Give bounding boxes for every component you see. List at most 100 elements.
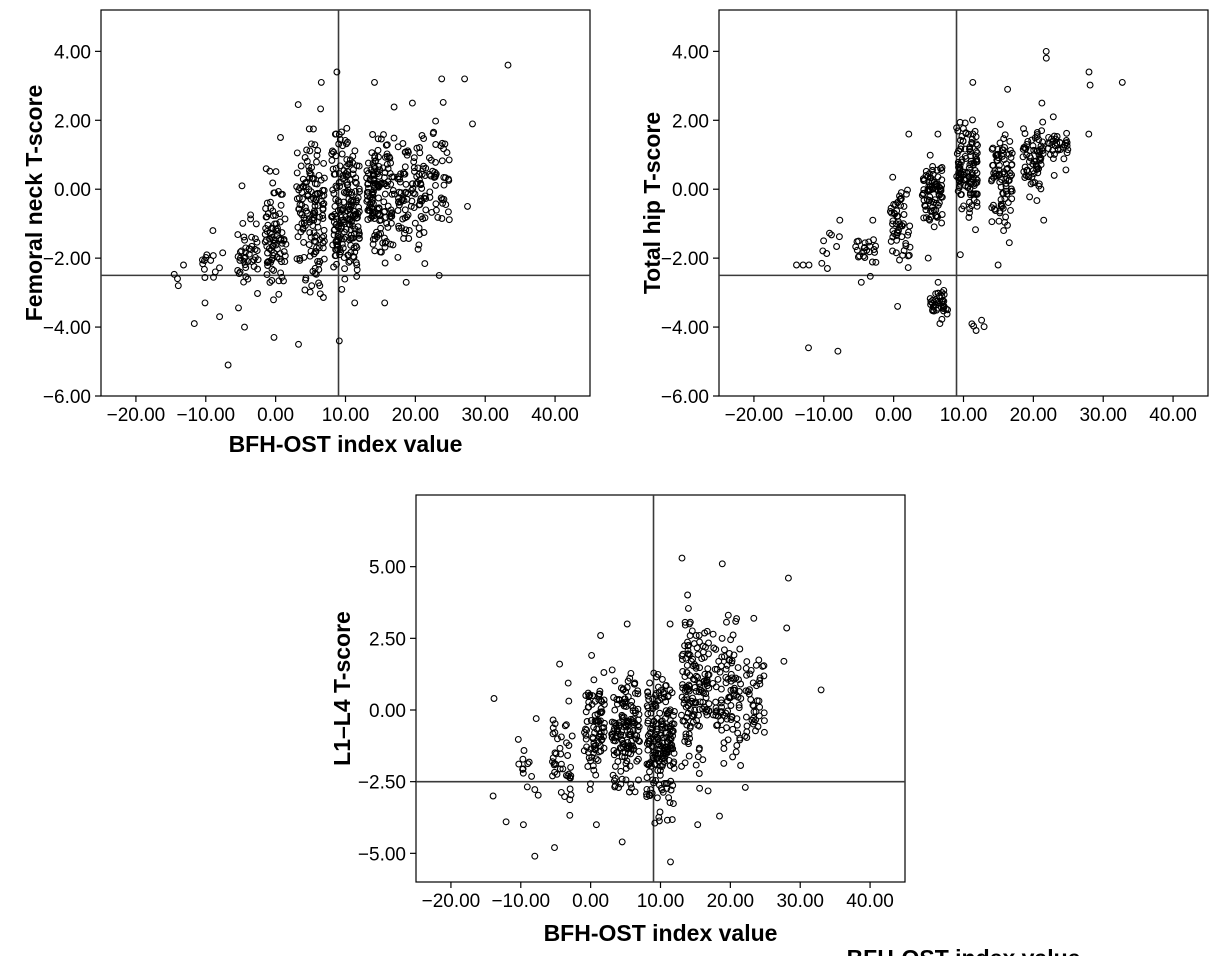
data-point bbox=[657, 686, 665, 694]
data-point bbox=[720, 759, 728, 767]
data-point bbox=[408, 99, 416, 107]
data-point bbox=[380, 198, 388, 206]
data-point bbox=[438, 139, 446, 147]
data-point bbox=[440, 173, 448, 181]
data-point bbox=[439, 98, 447, 106]
data-point bbox=[649, 742, 657, 750]
data-point bbox=[685, 752, 693, 760]
data-point bbox=[247, 215, 255, 223]
data-point bbox=[920, 214, 928, 222]
data-point bbox=[330, 148, 338, 156]
data-point bbox=[278, 273, 286, 281]
data-point bbox=[805, 344, 812, 352]
data-point bbox=[756, 703, 764, 711]
data-point bbox=[962, 176, 969, 184]
data-point bbox=[932, 199, 940, 207]
data-point bbox=[381, 259, 389, 267]
data-point bbox=[353, 162, 361, 170]
data-point bbox=[920, 186, 928, 194]
data-point bbox=[759, 662, 767, 670]
data-point bbox=[373, 228, 380, 236]
data-point bbox=[705, 707, 713, 715]
data-point bbox=[828, 231, 835, 239]
data-point bbox=[405, 227, 413, 234]
data-point bbox=[338, 150, 346, 158]
data-point bbox=[716, 668, 724, 676]
data-point bbox=[381, 180, 389, 188]
data-point bbox=[346, 160, 354, 168]
data-point bbox=[1051, 150, 1058, 158]
data-point bbox=[432, 171, 440, 179]
y-tick-label: −2.00 bbox=[43, 249, 91, 270]
data-point bbox=[383, 160, 391, 168]
tick-marks bbox=[95, 50, 556, 402]
data-point bbox=[387, 213, 395, 221]
data-point bbox=[594, 710, 602, 718]
data-point bbox=[704, 787, 712, 795]
data-point bbox=[299, 182, 307, 190]
data-point bbox=[684, 638, 691, 646]
data-point bbox=[633, 757, 641, 765]
data-point bbox=[310, 211, 318, 219]
data-point bbox=[377, 179, 385, 187]
data-point bbox=[469, 120, 476, 128]
data-point bbox=[720, 745, 728, 753]
data-point bbox=[388, 209, 396, 217]
data-point bbox=[866, 272, 874, 280]
data-point bbox=[395, 198, 402, 206]
data-point bbox=[461, 75, 469, 83]
data-point bbox=[871, 248, 879, 256]
data-point bbox=[502, 818, 510, 826]
data-point bbox=[519, 769, 527, 777]
data-point bbox=[684, 591, 692, 599]
data-point bbox=[241, 261, 249, 269]
data-point bbox=[552, 760, 560, 768]
data-point bbox=[934, 130, 942, 138]
data-point bbox=[618, 838, 626, 846]
data-point bbox=[657, 742, 665, 750]
data-point bbox=[374, 146, 382, 154]
data-point bbox=[464, 202, 471, 210]
data-point bbox=[663, 816, 671, 824]
data-point bbox=[900, 211, 908, 218]
data-point bbox=[600, 700, 608, 708]
data-point bbox=[732, 617, 740, 625]
data-point bbox=[960, 202, 968, 210]
data-point bbox=[750, 614, 758, 622]
data-point bbox=[684, 738, 692, 746]
data-point bbox=[1002, 176, 1010, 184]
data-point bbox=[438, 215, 446, 222]
data-point bbox=[1086, 81, 1094, 89]
data-point bbox=[925, 197, 933, 205]
data-point bbox=[319, 215, 327, 222]
data-point bbox=[653, 714, 661, 722]
tick-labels: −20.00 −10.00 0.00 10.00 20.00 30.00 40.00 −6.0… bbox=[43, 42, 579, 426]
data-point bbox=[342, 225, 350, 233]
data-point bbox=[377, 224, 385, 232]
data-point bbox=[262, 205, 270, 212]
data-point bbox=[701, 629, 709, 637]
data-point bbox=[906, 222, 914, 230]
data-point bbox=[524, 760, 532, 768]
data-point bbox=[612, 722, 620, 730]
data-point bbox=[421, 260, 429, 268]
data-point bbox=[295, 205, 303, 213]
data-point bbox=[957, 158, 965, 166]
data-point bbox=[660, 780, 668, 787]
data-point bbox=[412, 180, 420, 188]
data-point bbox=[402, 188, 410, 196]
data-point bbox=[668, 816, 676, 824]
data-point bbox=[584, 763, 592, 770]
data-point bbox=[254, 290, 261, 297]
data-point bbox=[872, 242, 880, 250]
data-point bbox=[657, 784, 665, 792]
data-point bbox=[352, 242, 360, 250]
data-point bbox=[634, 755, 642, 763]
y-axis-title: Femoral neck T-score bbox=[21, 85, 47, 322]
data-point bbox=[271, 236, 279, 244]
data-point bbox=[965, 164, 973, 172]
data-point bbox=[784, 574, 792, 582]
data-point bbox=[681, 737, 689, 745]
data-point bbox=[594, 757, 602, 764]
